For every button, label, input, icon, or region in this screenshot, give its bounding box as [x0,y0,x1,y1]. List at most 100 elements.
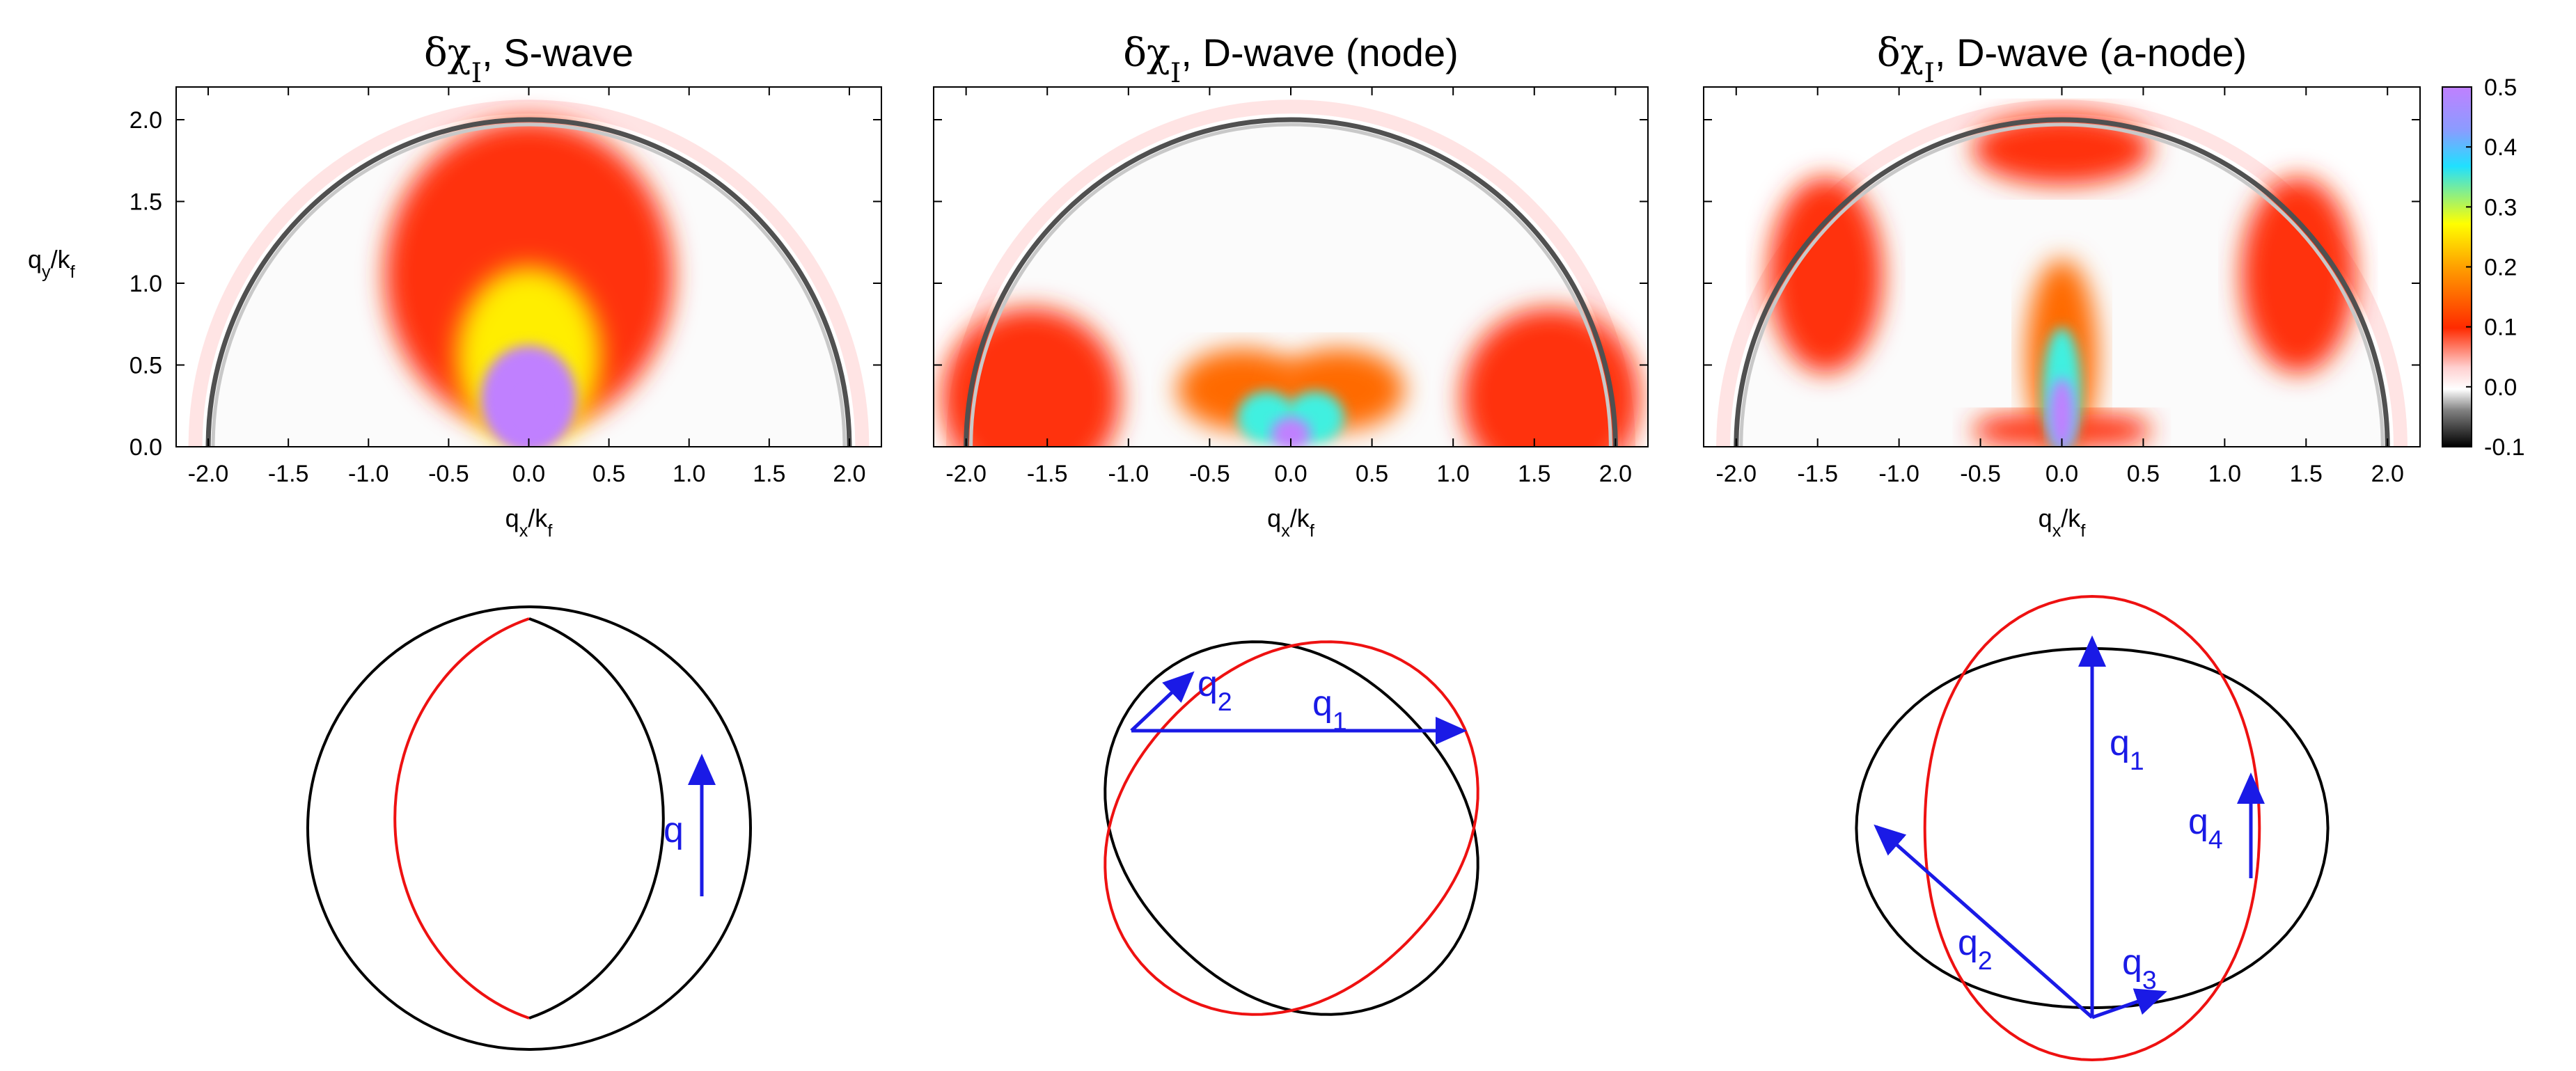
heatmap-panel-3: -2.0 -1.5 -1.0 -0.5 0.0 0.5 1.0 1.5 2.0 δχI, D-wa… [1703,31,2421,541]
two-kf-boundary [1734,117,2390,447]
two-kf-boundary-inner [211,122,847,447]
q1-label-sub: 1 [2130,746,2144,775]
heatmap-area [176,87,881,447]
colorbar-tick-label: 0.3 [2484,194,2517,221]
x-axis-label-part: /k [1290,504,1310,532]
heatmap-feature-1 [1972,113,2152,185]
heatmap-panel-2: -2.0 -1.5 -1.0 -0.5 0.0 0.5 1.0 1.5 2.0 δχI, D-wa… [933,31,1649,541]
fermi-surface-red-half [393,617,530,1020]
y-tick-label: 0.0 [129,434,162,461]
panel-title-part: , S-wave [482,31,634,74]
panel-title-part: I [1924,58,1935,89]
x-axis-label: qx/kf [1267,504,1315,541]
x-axis-label-part: f [2080,521,2086,541]
two-kf-boundary [964,117,1618,447]
x-axis-label: qx/kf [2039,504,2087,541]
x-tick-label: 2.0 [1599,461,1632,487]
x-axis-label-part: x [1281,521,1290,541]
heatmap-feature-7 [1271,417,1310,447]
diagram-s-wave: q [306,605,752,1051]
x-tick-label: 2.0 [833,461,865,487]
panel-title-part: δχ [424,31,471,76]
panel-title-part: , D-wave (node) [1181,31,1458,74]
x-tick-label: -1.0 [1878,461,1919,487]
two-kf-boundary-inner [969,122,1612,447]
y-axis-label-part: f [70,262,76,282]
x-axis-label-part: x [519,521,528,541]
q2-arrow [1130,671,1195,732]
q3-arrow [2091,988,2167,1020]
q-label-main: q [663,810,684,850]
q4-label-main: q [2188,802,2208,842]
q2-label-sub: 2 [1218,687,1232,716]
q3-label: q3 [2122,942,2157,994]
y-tick-label: 0.5 [129,353,162,379]
x-tick-label: -0.5 [1189,461,1230,487]
x-tick-label: -0.5 [1960,461,2001,487]
x-tick-label: 1.0 [673,461,705,487]
x-tick-label: -2.0 [188,461,229,487]
heatmap-feature-2 [1768,177,1883,374]
colorbar-tick-label: 0.4 [2484,134,2517,161]
panel-title-part: I [1170,58,1181,89]
y-axis-label: qy/kf [28,245,76,282]
q1-label-sub: 1 [1333,706,1347,736]
x-tick-label: 0.5 [1356,461,1388,487]
heatmap-feature-3 [2240,177,2355,374]
q1-label-main: q [1312,683,1333,724]
halo-ring [1716,100,2408,447]
diagram-d-wave-node: q2 q1 [1104,640,1479,1016]
x-axis-label: qx/kf [505,504,553,541]
x-tick-label: 0.0 [2045,461,2078,487]
y-tick-label: 1.5 [129,189,162,216]
x-tick-label: -1.5 [1797,461,1838,487]
x-tick-label: 2.0 [2371,461,2404,487]
x-axis-label-part: /k [2061,504,2081,532]
x-axis-label-part: f [547,521,553,541]
x-tick-label: -1.0 [348,461,389,487]
x-tick-label: -2.0 [1715,461,1757,487]
y-axis-label-part: y [42,262,51,282]
colorbar-tick-label: 0.5 [2484,74,2517,101]
fermi-surface-black [1104,640,1479,1016]
x-axis-label-part: x [2052,521,2061,541]
colorbar-tick-label: 0.2 [2484,255,2517,281]
x-tick-label: -1.0 [1108,461,1149,487]
heatmap-area [934,87,1648,447]
x-tick-label: 0.5 [2127,461,2160,487]
q1-label: q1 [1312,683,1347,736]
heatmap-panel-1: -2.0 -1.5 -1.0 -0.5 0.0 0.5 1.0 1.5 2.0 0.0 0.5 1.0… [28,31,882,541]
y-axis-label-part: /k [51,245,71,273]
q2-label-main: q [1197,664,1218,704]
two-kf-boundary [205,117,852,447]
x-tick-label: -1.5 [268,461,309,487]
q2-label-main: q [1958,923,1978,963]
halo-ring [946,100,1635,447]
colorbar-tick-label: -0.1 [2484,434,2525,461]
fermi-surface-outer [306,605,752,1051]
panel-title-part: I [471,58,482,89]
q4-label-sub: 4 [2208,825,2223,854]
q1-label: q1 [2110,723,2144,775]
x-tick-label: 1.0 [1437,461,1470,487]
x-tick-label: 0.0 [512,461,545,487]
q2-arrow [1874,824,2094,1019]
colorbar-tick-label: 0.1 [2484,315,2517,341]
panel-title-part: δχ [1123,31,1170,76]
x-tick-label: 0.5 [592,461,625,487]
x-tick-label: 1.5 [753,461,785,487]
colorbar: 0.5 0.4 0.3 0.2 0.1 0.0 -0.1 [2442,74,2525,461]
y-tick-label: 2.0 [129,107,162,134]
fermi-surface-red [1104,640,1479,1016]
q4-label: q4 [2188,802,2223,854]
heatmap-area [1704,87,2420,447]
x-tick-label: 1.0 [2208,461,2241,487]
x-tick-label: 1.5 [1518,461,1550,487]
q2-label: q2 [1197,664,1232,716]
x-axis-label-part: q [505,504,519,532]
heatmap-feature-4 [493,365,565,447]
x-axis-label-part: q [2039,504,2052,532]
